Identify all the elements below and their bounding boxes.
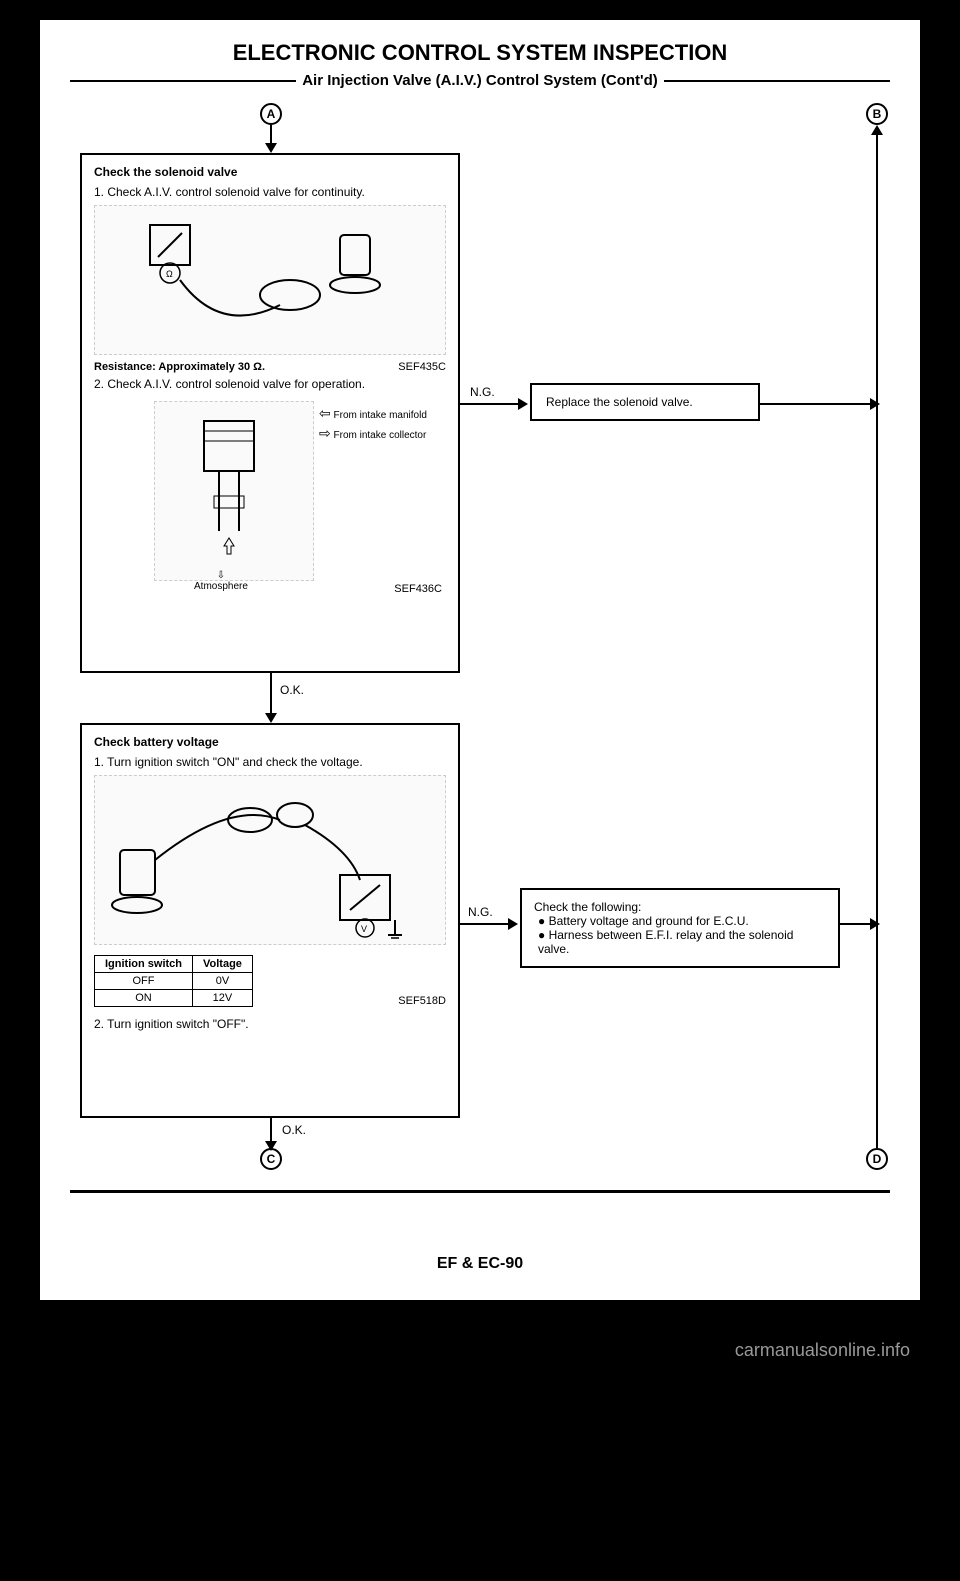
figref-sef518d: SEF518D [398, 995, 446, 1007]
marker-a: A [260, 103, 282, 125]
label-ng-2: N.G. [468, 905, 493, 919]
marker-d: D [866, 1148, 888, 1170]
voltage-table: Ignition switch Voltage OFF 0V ON 12V [94, 955, 253, 1007]
replace-text: Replace the solenoid valve. [546, 395, 693, 409]
box2-title: Check battery voltage [94, 735, 446, 749]
box-check-solenoid: Check the solenoid valve 1. Check A.I.V.… [80, 153, 460, 673]
figref-sef435c: SEF435C [398, 361, 446, 373]
resistance-note: Resistance: Approximately 30 Ω. [94, 361, 265, 373]
figref-sef436c: SEF436C [394, 583, 442, 595]
page-number: EF & EC-90 [40, 1255, 920, 1273]
box-check-following: Check the following: ● Battery voltage a… [520, 888, 840, 968]
svg-text:V: V [361, 924, 367, 934]
label-ok-2: O.K. [282, 1123, 306, 1137]
diagram-operation [154, 401, 314, 581]
annot-collector: From intake collector [334, 430, 427, 441]
check-item-1: Battery voltage and ground for E.C.U. [549, 914, 749, 928]
label-ok-1: O.K. [280, 683, 304, 697]
subtitle: Air Injection Valve (A.I.V.) Control Sys… [296, 72, 664, 89]
annot-manifold: From intake manifold [334, 410, 427, 421]
checkbox-title: Check the following: [534, 900, 826, 914]
th-ignition: Ignition switch [95, 956, 193, 973]
subtitle-row: Air Injection Valve (A.I.V.) Control Sys… [70, 72, 890, 89]
table-row: OFF 0V [95, 973, 253, 990]
check-item-2: Harness between E.F.I. relay and the sol… [538, 928, 793, 956]
box2-step2: 2. Turn ignition switch "OFF". [94, 1017, 446, 1031]
box2-step1: 1. Turn ignition switch "ON" and check t… [94, 755, 446, 769]
diagram-continuity: Ω [94, 205, 446, 355]
label-ng-1: N.G. [470, 385, 495, 399]
box1-step2: 2. Check A.I.V. control solenoid valve f… [94, 377, 446, 391]
box1-title: Check the solenoid valve [94, 165, 446, 179]
marker-b: B [866, 103, 888, 125]
flowchart: A B C D Check the solenoid valve 1. Chec… [70, 103, 890, 1183]
th-voltage: Voltage [193, 956, 253, 973]
annot-atmosphere: Atmosphere [194, 581, 248, 592]
table-row: ON 12V [95, 990, 253, 1007]
watermark: carmanualsonline.info [735, 1340, 910, 1361]
box-check-voltage: Check battery voltage 1. Turn ignition s… [80, 723, 460, 1118]
box1-step1: 1. Check A.I.V. control solenoid valve f… [94, 185, 446, 199]
page-title: ELECTRONIC CONTROL SYSTEM INSPECTION [70, 40, 890, 66]
diagram-voltage: V [94, 775, 446, 945]
svg-text:Ω: Ω [166, 269, 173, 279]
box-replace-solenoid: Replace the solenoid valve. [530, 383, 760, 421]
marker-c: C [260, 1148, 282, 1170]
